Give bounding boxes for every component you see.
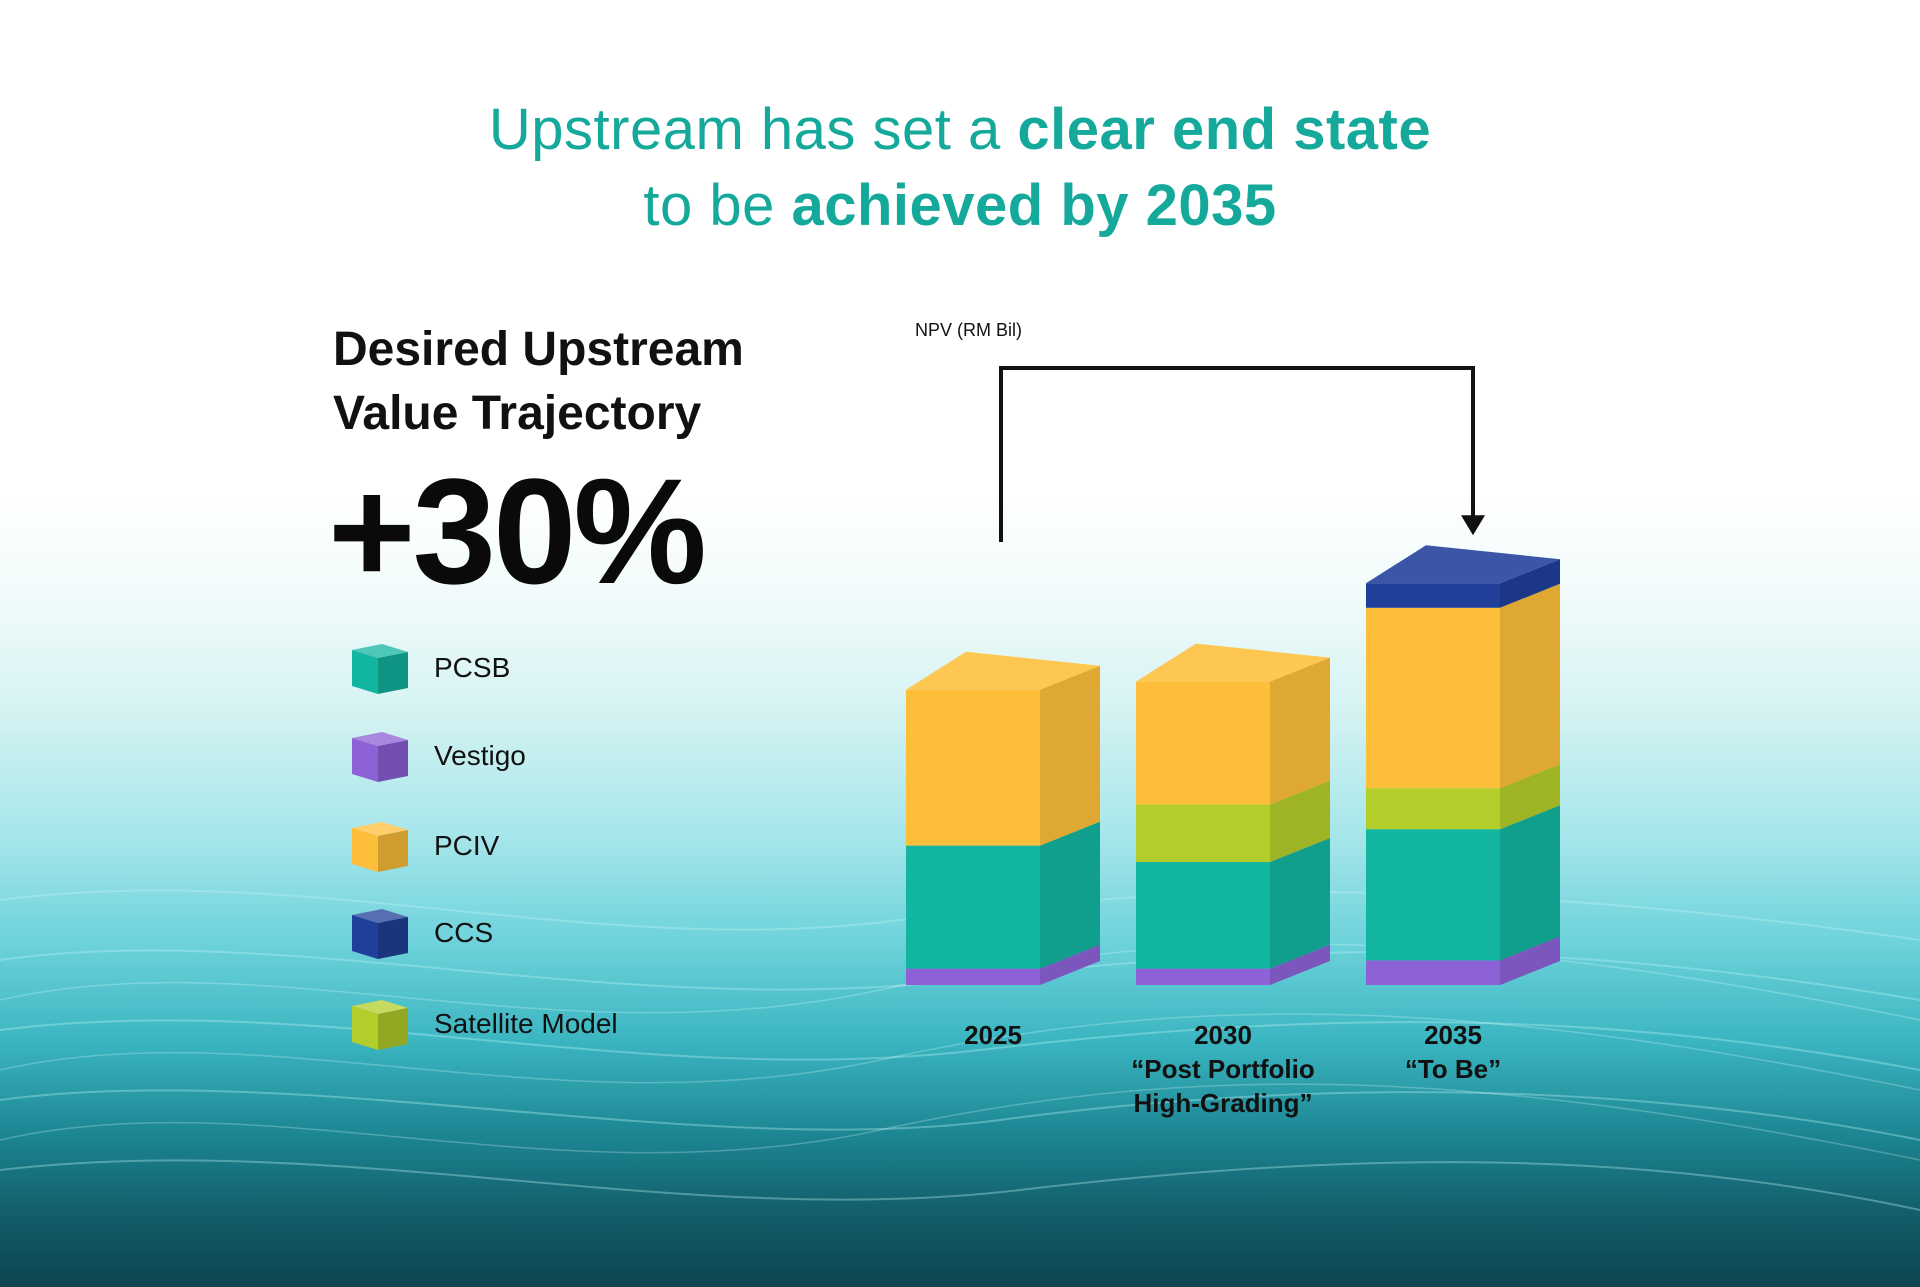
x-tick-label: “To Be” — [1405, 1054, 1501, 1084]
bar-side-pcsb — [1040, 821, 1100, 969]
bar-side-ccs — [1500, 559, 1560, 608]
bar-top-face — [906, 651, 1100, 690]
bar-segment-satellite-model — [1136, 804, 1270, 862]
legend-cube-icon — [352, 822, 408, 872]
bar-top-face — [1366, 545, 1560, 584]
legend-cube-icon — [352, 732, 408, 782]
x-tick-label: 2025 — [964, 1020, 1022, 1050]
bar-group-2035 — [1366, 545, 1560, 985]
legend-cube-icon — [352, 644, 408, 694]
bar-segment-pciv — [906, 689, 1040, 846]
bar-side-pciv — [1500, 583, 1560, 789]
headline-line2-bold: achieved by 2035 — [791, 173, 1277, 238]
bar-side-satellite-model — [1270, 780, 1330, 862]
bar-segment-pcsb — [1366, 829, 1500, 961]
legend-label: CCS — [434, 917, 494, 948]
legend-item-vestigo: Vestigo — [350, 728, 526, 784]
x-tick-label: “Post Portfolio — [1131, 1054, 1314, 1084]
bar-group-2030 — [1136, 643, 1330, 985]
headline-line2-plain: to be — [643, 173, 792, 238]
headline-line1-plain: Upstream has set a — [488, 97, 1018, 162]
bar-side-pcsb — [1500, 805, 1560, 961]
bar-segment-vestigo — [1366, 960, 1500, 985]
legend-label: PCIV — [434, 830, 500, 861]
x-tick-label: High-Grading” — [1133, 1088, 1312, 1118]
bar-segment-pcsb — [906, 845, 1040, 969]
bar-group-2025 — [906, 651, 1100, 985]
legend-label: PCSB — [434, 652, 511, 683]
bar-segment-vestigo — [906, 968, 1040, 985]
bar-segment-vestigo — [1136, 968, 1270, 985]
arrow-head-icon — [1461, 515, 1485, 536]
bar-segment-satellite-model — [1366, 788, 1500, 830]
legend-label: Vestigo — [434, 740, 526, 771]
bar-side-satellite-model — [1500, 764, 1560, 830]
legend-item-pciv: PCIV — [350, 818, 499, 874]
bar-segment-pciv — [1366, 607, 1500, 789]
headline-line1-bold: clear end state — [1017, 97, 1432, 162]
y-axis-label: NPV (RM Bil) — [915, 320, 1022, 340]
legend-item-ccs: CCS — [350, 905, 493, 961]
bar-side-pciv — [1040, 665, 1100, 846]
growth-percentage: +30% — [328, 447, 707, 615]
bar-side-vestigo — [1040, 944, 1100, 985]
bar-side-pciv — [1270, 657, 1330, 805]
subtitle-line1: Desired Upstream — [333, 323, 744, 376]
chart-subtitle: Desired Upstream Value Trajectory — [333, 318, 853, 446]
subtitle-line2: Value Trajectory — [333, 387, 702, 440]
x-tick-label: 2030 — [1194, 1020, 1252, 1050]
legend-item-satellite-model: Satellite Model — [350, 996, 618, 1052]
bar-top-face — [1136, 643, 1330, 682]
legend-item-pcsb: PCSB — [350, 640, 510, 696]
bar-side-pcsb — [1270, 838, 1330, 969]
headline: Upstream has set a clear end state to be… — [0, 92, 1920, 244]
bar-side-vestigo — [1500, 936, 1560, 985]
bar-segment-pciv — [1136, 681, 1270, 805]
bar-segment-pcsb — [1136, 862, 1270, 969]
x-tick-label: 2035 — [1424, 1020, 1482, 1050]
legend-cube-icon — [352, 1000, 408, 1050]
bar-side-vestigo — [1270, 944, 1330, 985]
bar-segment-ccs — [1366, 583, 1500, 608]
trend-arrow-line — [999, 366, 1475, 542]
legend-cube-icon — [352, 909, 408, 959]
legend-label: Satellite Model — [434, 1008, 618, 1039]
